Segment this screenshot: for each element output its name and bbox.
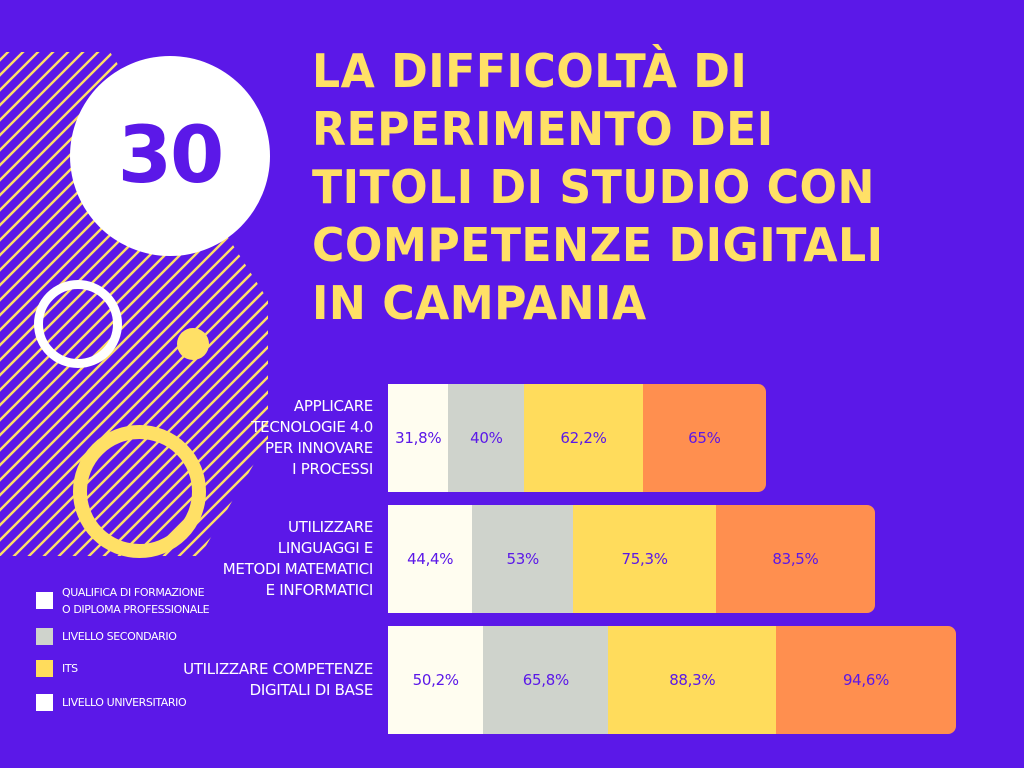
title-line: REPERIMENTO DEI bbox=[312, 102, 774, 156]
title-line: TITOLI DI STUDIO CON bbox=[312, 160, 875, 214]
data-label: 44,4% bbox=[407, 550, 454, 568]
bar-segment: 94,6% bbox=[776, 626, 956, 734]
legend-label-line: O DIPLOMA PROFESSIONALE bbox=[62, 603, 210, 616]
category-label: APPLICARE TECNOLOGIE 4.0 PER INNOVARE I PRO… bbox=[173, 396, 373, 480]
data-label: 83,5% bbox=[772, 550, 819, 568]
bar-segment: 88,3% bbox=[608, 626, 777, 734]
stripe-line bbox=[129, 52, 268, 556]
category-label-line: PER INNOVARE bbox=[265, 439, 373, 457]
data-label: 40% bbox=[470, 429, 503, 447]
stripe-line bbox=[0, 52, 268, 556]
category-label-line: E INFORMATICI bbox=[265, 581, 374, 599]
bar-segment: 53% bbox=[472, 505, 574, 613]
category-label-line: I PROCESSI bbox=[292, 460, 373, 478]
category-label-line: DIGITALI DI BASE bbox=[249, 681, 374, 699]
bar-segment: 50,2% bbox=[388, 626, 484, 734]
data-label: 65,8% bbox=[522, 671, 569, 689]
title-line: COMPETENZE DIGITALI bbox=[312, 218, 884, 272]
stripe-line bbox=[0, 52, 166, 556]
legend-label-line: QUALIFICA DI FORMAZIONE bbox=[62, 586, 205, 599]
yellow-dot-decoration bbox=[177, 328, 209, 360]
legend-label-line: LIVELLO SECONDARIO bbox=[62, 630, 177, 643]
legend-label: LIVELLO SECONDARIO bbox=[62, 628, 177, 645]
stripe-line bbox=[0, 52, 268, 556]
legend-swatch bbox=[36, 660, 53, 677]
data-label: 50,2% bbox=[412, 671, 459, 689]
stripe-line bbox=[0, 52, 151, 556]
data-label: 75,3% bbox=[621, 550, 668, 568]
title-line: IN CAMPANIA bbox=[312, 276, 647, 330]
legend-label-line: ITS bbox=[62, 662, 78, 675]
bar-segment: 75,3% bbox=[573, 505, 717, 613]
bar-segment: 65,8% bbox=[483, 626, 609, 734]
number-badge: 30 bbox=[70, 56, 270, 256]
stripe-line bbox=[0, 52, 268, 556]
stripe-line bbox=[0, 52, 268, 556]
data-label: 65% bbox=[688, 429, 721, 447]
chart-title: LA DIFFICOLTÀ DI REPERIMENTO DEI TITOLI … bbox=[312, 42, 984, 332]
bar-segment: 31,8% bbox=[388, 384, 449, 492]
bar-segment: 83,5% bbox=[716, 505, 875, 613]
stacked-bar: 31,8% 40% 62,2% 65% bbox=[388, 384, 767, 492]
category-label-line: LINGUAGGI E bbox=[277, 539, 374, 557]
stripe-line bbox=[0, 52, 268, 556]
stripe-line bbox=[0, 52, 136, 556]
stacked-bar: 50,2% 65,8% 88,3% 94,6% bbox=[388, 626, 956, 734]
data-label: 62,2% bbox=[560, 429, 607, 447]
legend-item: QUALIFICA DI FORMAZIONE O DIPLOMA PROFESS… bbox=[36, 584, 210, 618]
stacked-bar: 44,4% 53% 75,3% 83,5% bbox=[388, 505, 875, 613]
legend-swatch bbox=[36, 628, 53, 645]
stripe-line bbox=[0, 52, 268, 556]
category-label-line: TECNOLOGIE 4.0 bbox=[251, 418, 373, 436]
category-label-line: METODI MATEMATICI bbox=[222, 560, 374, 578]
stripe-line bbox=[0, 52, 268, 556]
stripe-line bbox=[114, 52, 268, 556]
stripe-line bbox=[144, 52, 268, 556]
legend-item: LIVELLO UNIVERSITARIO bbox=[36, 694, 187, 711]
legend-label-line: LIVELLO UNIVERSITARIO bbox=[62, 696, 187, 709]
bar-segment: 62,2% bbox=[524, 384, 643, 492]
stripe-line bbox=[0, 52, 268, 556]
stripe-line bbox=[0, 52, 121, 556]
legend-label: LIVELLO UNIVERSITARIO bbox=[62, 694, 187, 711]
data-label: 94,6% bbox=[842, 671, 890, 689]
white-ring-decoration bbox=[34, 280, 122, 368]
stripe-line bbox=[0, 52, 181, 556]
stripe-line bbox=[0, 52, 268, 556]
category-label: UTILIZZARE LINGUAGGI E METODI MATEMATICI E … bbox=[173, 517, 374, 601]
bar-segment: 40% bbox=[448, 384, 525, 492]
legend-item: ITS bbox=[36, 660, 78, 677]
badge-number: 30 bbox=[117, 111, 225, 201]
title-line: LA DIFFICOLTÀ DI bbox=[312, 44, 748, 98]
legend-swatch bbox=[36, 592, 53, 609]
category-label-line: UTILIZZARE bbox=[287, 518, 373, 536]
data-label: 88,3% bbox=[669, 671, 716, 689]
stripe-line bbox=[0, 52, 106, 556]
bar-segment: 65% bbox=[642, 384, 767, 492]
category-label-line: UTILIZZARE COMPETENZE bbox=[183, 660, 373, 678]
data-label: 31,8% bbox=[395, 429, 442, 447]
legend-swatch bbox=[36, 694, 53, 711]
category-label-line: APPLICARE bbox=[293, 397, 373, 415]
stripe-line bbox=[0, 52, 268, 556]
data-label: 53% bbox=[506, 550, 539, 568]
legend-label: QUALIFICA DI FORMAZIONE O DIPLOMA PROFESS… bbox=[62, 584, 210, 618]
legend-label: ITS bbox=[62, 660, 78, 677]
stripe-line bbox=[0, 52, 268, 556]
bar-segment: 44,4% bbox=[388, 505, 473, 613]
category-label: UTILIZZARE COMPETENZE DIGITALI DI BASE bbox=[173, 659, 373, 701]
legend-item: LIVELLO SECONDARIO bbox=[36, 628, 177, 645]
